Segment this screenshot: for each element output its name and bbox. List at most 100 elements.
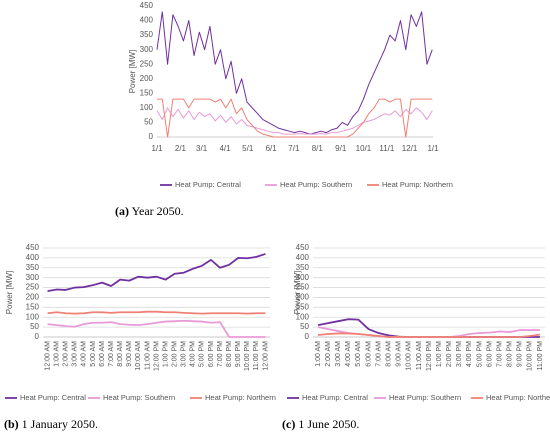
y-tick-label: 200 [140,74,154,83]
y-tick-label: 250 [296,283,310,292]
x-tick-label: 3:00 PM [181,341,188,367]
x-tick-label: 1:00 PM [162,341,169,367]
y-tick-label: 350 [26,263,40,272]
x-tick-label: 9:00 PM [517,341,524,367]
y-tick-label: 450 [26,243,40,252]
x-tick-label: 5:00 PM [476,341,483,367]
y-tick-label: 150 [296,302,310,311]
series-line [156,107,433,135]
legend-label: Heat Pump: Northern [382,180,453,189]
y-axis-title: Power [MW] [293,271,302,315]
y-tick-label: 350 [296,263,310,272]
x-tick-label: 4:00 AM [345,341,352,367]
y-tick-label: 150 [26,302,40,311]
x-tick-label: 9:00 AM [126,341,133,367]
legend-label: Heat Pump: Northern [205,393,276,402]
y-axis-title: Power [MW] [5,271,14,315]
x-tick-label: 8:00 PM [507,341,514,367]
x-tick-label: 5/1 [242,144,254,153]
x-tick-label: 3:00 PM [456,341,463,367]
x-tick-label: 2/1 [175,144,187,153]
x-tick-label: 4:00 AM [81,341,88,367]
y-tick-label: 250 [140,59,154,68]
y-tick-label: 400 [26,253,40,262]
x-tick-label: 1:00 AM [315,341,322,367]
x-tick-label: 6/1 [266,144,278,153]
y-tick-label: 0 [149,132,154,141]
x-tick-label: 9:00 AM [396,341,403,367]
y-tick-label: 450 [296,243,310,252]
caption: (c) 1 June 2050. [282,417,359,431]
x-tick-label: 5:00 PM [199,341,206,367]
x-tick-label: 7:00 AM [108,341,115,367]
x-tick-label: 11:00 PM [253,341,260,371]
x-tick-label: 11:00 PM [537,341,544,371]
x-tick-label: 10:00 PM [244,341,251,371]
y-tick-label: 350 [140,30,154,39]
series-line [47,310,266,315]
y-tick-label: 100 [296,312,310,321]
legend-label: Heat Pump: Central [175,180,241,189]
y-tick-label: 200 [296,293,310,302]
x-tick-label: 7:00 PM [496,341,503,367]
y-tick-label: 200 [26,293,40,302]
series-line [157,98,433,138]
caption-label: (a) [115,204,129,218]
y-tick-label: 0 [305,332,310,341]
x-tick-label: 12:00 PM [426,341,433,371]
x-tick-label: 8:00 AM [385,341,392,367]
y-tick-label: 150 [140,88,154,97]
x-tick-label: 11:00 AM [144,341,151,370]
x-tick-label: 7/1 [288,144,300,153]
x-tick-label: 9:00 PM [235,341,242,367]
x-tick-label: 1/1 [151,144,163,153]
x-tick-label: 6:00 AM [365,341,372,367]
series-line [47,319,266,338]
caption-text: 1 June 2050. [298,417,359,431]
x-tick-label: 1:00 PM [436,341,443,367]
x-tick-label: 2:00 AM [325,341,332,367]
caption: (a) Year 2050. [115,204,184,218]
y-tick-label: 50 [144,118,153,127]
x-tick-label: 10:00 AM [135,341,142,371]
legend-label: Heat Pump: Southern [280,180,352,189]
caption-label: (b) [4,417,19,431]
x-tick-label: 4:00 PM [466,341,473,367]
series-line [317,332,541,338]
x-tick-label: 6:00 PM [208,341,215,367]
caption-label: (c) [282,417,295,431]
x-tick-label: 10/1 [356,144,372,153]
y-tick-label: 100 [26,312,40,321]
x-tick-label: 2:00 AM [63,341,70,367]
x-tick-label: 7:00 AM [375,341,382,367]
x-tick-label: 1/1 [427,144,439,153]
y-tick-label: 250 [26,283,40,292]
x-tick-label: 8:00 AM [117,341,124,367]
y-axis-title: Power [MW] [128,50,137,94]
x-tick-label: 1:00 AM [53,341,60,367]
y-tick-label: 400 [140,16,154,25]
x-tick-label: 3:00 AM [72,341,79,367]
x-tick-label: 2:00 PM [172,341,179,367]
x-tick-label: 7:00 PM [217,341,224,367]
x-tick-label: 11/1 [379,144,395,153]
x-tick-label: 6:00 PM [486,341,493,367]
x-tick-label: 11:00 AM [416,341,423,370]
x-tick-label: 12:00 AM [262,341,269,371]
x-tick-label: 8:00 PM [226,341,233,367]
legend-label: Heat Pump: Southern [389,393,461,402]
y-tick-label: 300 [140,45,154,54]
caption: (b) 1 January 2050. [4,417,98,431]
x-tick-label: 5:00 AM [355,341,362,367]
x-tick-label: 2:00 PM [446,341,453,367]
legend-label: Heat Pump: Northern [486,393,550,402]
x-tick-label: 4/1 [219,144,231,153]
y-tick-label: 100 [140,103,154,112]
y-tick-label: 0 [35,332,40,341]
x-tick-label: 10:00 PM [527,341,534,371]
series-line [47,253,266,293]
x-tick-label: 12/1 [402,144,418,153]
x-tick-label: 12:00 PM [153,341,160,371]
y-tick-label: 450 [140,1,154,10]
